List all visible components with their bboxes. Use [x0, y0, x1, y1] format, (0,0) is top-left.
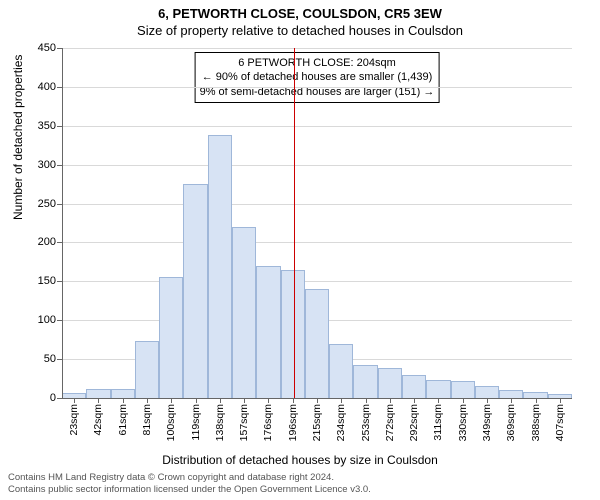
- ytick-label: 100: [38, 314, 56, 326]
- histogram-bar: [159, 277, 183, 398]
- gridline: [62, 87, 572, 88]
- gridline: [62, 126, 572, 127]
- annotation-line2: ← 90% of detached houses are smaller (1,…: [200, 70, 435, 84]
- chart-subtitle: Size of property relative to detached ho…: [0, 21, 600, 38]
- histogram-bar: [256, 266, 280, 398]
- histogram-bar: [353, 365, 377, 398]
- xtick-label: 388sqm: [530, 404, 542, 441]
- ytick-label: 400: [38, 81, 56, 93]
- xtick-label: 42sqm: [92, 404, 104, 436]
- histogram-bar: [208, 135, 232, 398]
- histogram-bar: [402, 375, 426, 398]
- annotation-line1: 6 PETWORTH CLOSE: 204sqm: [200, 56, 435, 70]
- histogram-bar: [305, 289, 329, 398]
- footer-line2: Contains public sector information licen…: [8, 484, 592, 496]
- xtick-label: 253sqm: [360, 404, 372, 441]
- xtick-label: 311sqm: [432, 404, 444, 441]
- xtick-label: 234sqm: [335, 404, 347, 441]
- histogram-bar: [378, 368, 402, 398]
- ytick-label: 0: [50, 392, 56, 404]
- xtick-label: 176sqm: [262, 404, 274, 441]
- histogram-bar: [475, 386, 499, 398]
- histogram-bar: [281, 270, 305, 398]
- footer: Contains HM Land Registry data © Crown c…: [8, 472, 592, 496]
- histogram-bar: [111, 389, 135, 398]
- ytick-label: 50: [44, 353, 56, 365]
- xtick-label: 157sqm: [238, 404, 250, 441]
- gridline: [62, 48, 572, 49]
- chart-title: 6, PETWORTH CLOSE, COULSDON, CR5 3EW: [0, 0, 600, 21]
- xtick-label: 349sqm: [481, 404, 493, 441]
- chart-container: 6, PETWORTH CLOSE, COULSDON, CR5 3EW Siz…: [0, 0, 600, 500]
- xtick-label: 23sqm: [68, 404, 80, 436]
- xtick-label: 119sqm: [190, 404, 202, 441]
- gridline: [62, 281, 572, 282]
- histogram-bar: [451, 381, 475, 398]
- x-axis-label: Distribution of detached houses by size …: [162, 453, 438, 467]
- plot-area: 6 PETWORTH CLOSE: 204sqm ← 90% of detach…: [62, 48, 572, 398]
- xtick-label: 61sqm: [117, 404, 129, 436]
- annotation-box: 6 PETWORTH CLOSE: 204sqm ← 90% of detach…: [195, 52, 440, 103]
- marker-line: [294, 48, 295, 398]
- gridline: [62, 165, 572, 166]
- xtick-label: 292sqm: [408, 404, 420, 441]
- histogram-bar: [499, 390, 523, 398]
- xtick-label: 272sqm: [384, 404, 396, 441]
- histogram-bar: [183, 184, 207, 398]
- xtick-label: 138sqm: [214, 404, 226, 441]
- footer-line1: Contains HM Land Registry data © Crown c…: [8, 472, 592, 484]
- histogram-bar: [86, 389, 110, 398]
- gridline: [62, 242, 572, 243]
- y-axis-line: [62, 48, 63, 398]
- histogram-bar: [426, 380, 450, 398]
- histogram-bar: [329, 344, 353, 398]
- histogram-bar: [232, 227, 256, 398]
- xtick-label: 407sqm: [554, 404, 566, 441]
- ytick-label: 300: [38, 159, 56, 171]
- xtick-label: 81sqm: [141, 404, 153, 436]
- gridline: [62, 204, 572, 205]
- ytick-label: 350: [38, 120, 56, 132]
- xtick-label: 330sqm: [457, 404, 469, 441]
- xtick-label: 196sqm: [287, 404, 299, 441]
- ytick-label: 250: [38, 198, 56, 210]
- x-axis-line: [62, 398, 572, 399]
- xtick-label: 369sqm: [505, 404, 517, 441]
- histogram-bar: [135, 341, 159, 398]
- ytick-label: 200: [38, 236, 56, 248]
- y-axis-label: Number of detached properties: [11, 55, 25, 220]
- xtick-label: 215sqm: [311, 404, 323, 441]
- xtick-label: 100sqm: [165, 404, 177, 441]
- ytick-label: 450: [38, 42, 56, 54]
- ytick-label: 150: [38, 275, 56, 287]
